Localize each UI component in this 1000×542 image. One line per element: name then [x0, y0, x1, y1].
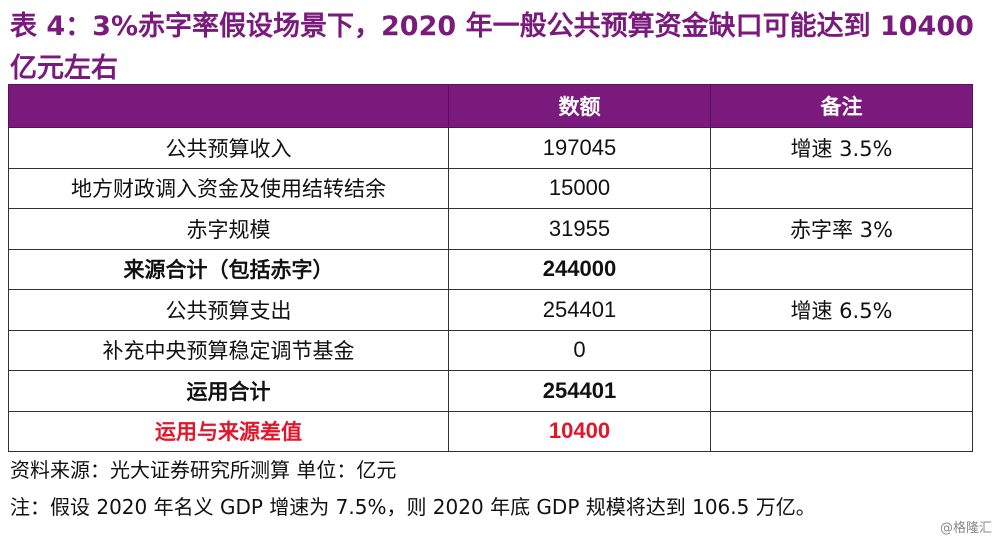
header-row: 数额 备注	[8, 84, 973, 128]
row-value: 31955	[448, 208, 711, 250]
source-note: 资料来源：光大证券研究所测算 单位：亿元	[10, 458, 397, 482]
table-row: 来源合计（包括赤字） 244000	[8, 248, 973, 290]
row-value: 0	[448, 329, 711, 371]
row-label: 公共预算支出	[8, 289, 449, 331]
table-row: 公共预算支出 254401 增速 6.5%	[8, 289, 973, 331]
header-remark: 备注	[710, 84, 973, 128]
row-value: 244000	[448, 248, 711, 290]
row-note	[710, 248, 973, 290]
row-value: 15000	[448, 167, 711, 209]
fiscal-gap-table: 数额 备注 公共预算收入 197045 增速 3.5% 地方财政调入资金及使用结…	[8, 84, 973, 452]
table-title: 表 4：3%赤字率假设场景下，2020 年一般公共预算资金缺口可能达到 1040…	[10, 11, 974, 84]
table-row: 公共预算收入 197045 增速 3.5%	[8, 127, 973, 169]
row-label: 公共预算收入	[8, 127, 449, 169]
row-note	[710, 167, 973, 209]
row-note	[710, 370, 973, 412]
watermark: @格隆汇	[939, 521, 992, 536]
table-row: 赤字规模 31955 赤字率 3%	[8, 208, 973, 250]
row-value: 197045	[448, 127, 711, 169]
row-value: 254401	[448, 370, 711, 412]
row-label: 补充中央预算稳定调节基金	[8, 329, 449, 371]
row-note: 增速 6.5%	[710, 289, 973, 331]
table-row: 地方财政调入资金及使用结转结余 15000	[8, 167, 973, 209]
table-row: 运用与来源差值 10400	[8, 410, 973, 452]
table-row: 运用合计 254401	[8, 370, 973, 412]
table-row: 补充中央预算稳定调节基金 0	[8, 329, 973, 371]
row-note: 增速 3.5%	[710, 127, 973, 169]
row-label: 来源合计（包括赤字）	[8, 248, 449, 290]
row-label: 赤字规模	[8, 208, 449, 250]
row-note	[710, 329, 973, 371]
row-note: 赤字率 3%	[710, 208, 973, 250]
header-amount: 数额	[448, 84, 711, 128]
row-value: 10400	[448, 410, 711, 452]
row-label: 运用合计	[8, 370, 449, 412]
row-note	[710, 410, 973, 452]
row-label: 地方财政调入资金及使用结转结余	[8, 167, 449, 209]
row-value: 254401	[448, 289, 711, 331]
row-label: 运用与来源差值	[8, 410, 449, 452]
header-blank	[8, 84, 449, 128]
assumption-note: 注：假设 2020 年名义 GDP 增速为 7.5%，则 2020 年底 GDP…	[10, 495, 816, 519]
